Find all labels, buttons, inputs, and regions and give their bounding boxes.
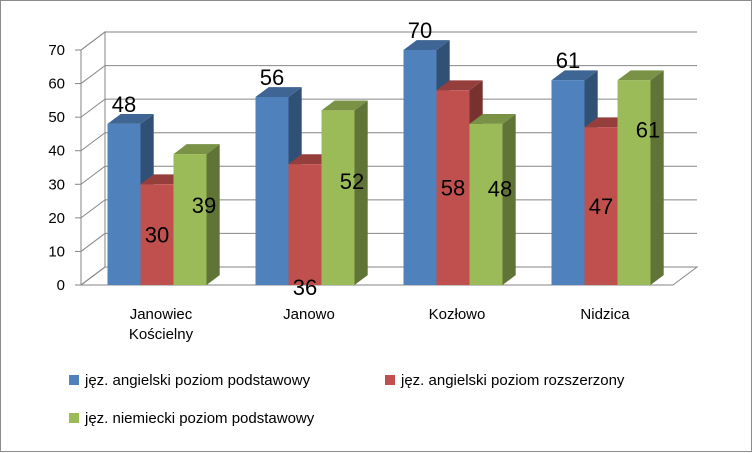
y-tick-label: 60 bbox=[48, 76, 65, 93]
y-axis-labels: 0 10 20 30 40 50 60 70 bbox=[48, 42, 65, 294]
data-label: 47 bbox=[589, 194, 613, 219]
data-label: 70 bbox=[408, 18, 432, 43]
data-labels: 48 30 39 56 36 52 70 58 48 61 47 61 bbox=[112, 18, 660, 300]
side-wall bbox=[80, 31, 106, 286]
data-label: 61 bbox=[636, 118, 660, 143]
bar-front bbox=[255, 97, 289, 285]
bar-side bbox=[354, 100, 368, 286]
bar-front bbox=[321, 110, 355, 285]
gridline bbox=[80, 98, 697, 118]
bar-top bbox=[255, 87, 302, 97]
bar-front bbox=[403, 50, 437, 285]
y-tick-label: 70 bbox=[48, 42, 65, 59]
x-axis-labels: Janowiec Kościelny Janowo Kozłowo Nidzica bbox=[129, 306, 630, 343]
legend-swatch bbox=[69, 413, 79, 423]
bar-top bbox=[617, 70, 664, 81]
legend-swatch bbox=[385, 375, 395, 385]
bar-top bbox=[551, 70, 598, 81]
bar-front bbox=[140, 184, 174, 285]
gridlines bbox=[75, 31, 699, 286]
bar-front bbox=[107, 123, 141, 285]
bar bbox=[617, 70, 664, 285]
data-label: 48 bbox=[112, 92, 136, 117]
data-label: 39 bbox=[192, 193, 216, 218]
y-tick-label: 40 bbox=[48, 143, 65, 160]
data-label: 56 bbox=[260, 65, 284, 90]
y-tick-label: 20 bbox=[48, 210, 65, 227]
legend-swatch bbox=[69, 375, 79, 385]
bar-top bbox=[469, 113, 516, 124]
legend: jęz. angielski poziom podstawowy jęz. ang… bbox=[69, 372, 625, 427]
bar-front bbox=[436, 90, 470, 286]
x-tick-label: Nidzica bbox=[580, 306, 630, 323]
legend-item: jęz. niemiecki poziom podstawowy bbox=[69, 410, 315, 427]
bar-top bbox=[107, 113, 154, 124]
data-label: 48 bbox=[488, 176, 512, 201]
x-tick-label: Kozłowo bbox=[429, 306, 486, 323]
data-label: 61 bbox=[556, 48, 580, 73]
data-label: 36 bbox=[293, 275, 317, 300]
bar-front bbox=[173, 154, 207, 285]
bar-front bbox=[469, 123, 503, 285]
bar-front bbox=[288, 164, 322, 285]
bar-front bbox=[551, 80, 585, 285]
data-label: 58 bbox=[441, 176, 465, 201]
bar-side bbox=[206, 144, 220, 285]
y-tick-label: 0 bbox=[57, 277, 65, 294]
legend-item: jęz. angielski poziom podstawowy bbox=[69, 372, 311, 389]
bar bbox=[321, 100, 368, 286]
x-tick-label: Janowo bbox=[283, 306, 335, 323]
gridline bbox=[80, 65, 697, 84]
y-tick-label: 10 bbox=[48, 243, 65, 260]
bar-front bbox=[617, 80, 651, 285]
gridline bbox=[80, 31, 697, 51]
legend-item: jęz. angielski poziom rozszerzony bbox=[385, 372, 625, 389]
bar-side bbox=[502, 113, 516, 285]
legend-label: jęz. angielski poziom rozszerzony bbox=[400, 372, 625, 389]
x-tick-label: Janowiec Kościelny bbox=[129, 306, 194, 343]
bar bbox=[469, 113, 516, 285]
legend-label: jęz. niemiecki poziom podstawowy bbox=[84, 410, 315, 427]
legend-label: jęz. angielski poziom podstawowy bbox=[84, 372, 311, 389]
bar-front bbox=[584, 127, 618, 285]
y-tick-label: 30 bbox=[48, 176, 65, 193]
bar-top bbox=[173, 144, 220, 155]
y-tick-label: 50 bbox=[48, 109, 65, 126]
bar-top bbox=[436, 80, 483, 91]
bar bbox=[173, 144, 220, 285]
bar-top bbox=[321, 100, 368, 111]
data-label: 30 bbox=[145, 223, 169, 248]
data-label: 52 bbox=[340, 169, 364, 194]
bars bbox=[107, 40, 664, 286]
bar-top bbox=[403, 40, 450, 50]
bar-side bbox=[650, 70, 664, 285]
